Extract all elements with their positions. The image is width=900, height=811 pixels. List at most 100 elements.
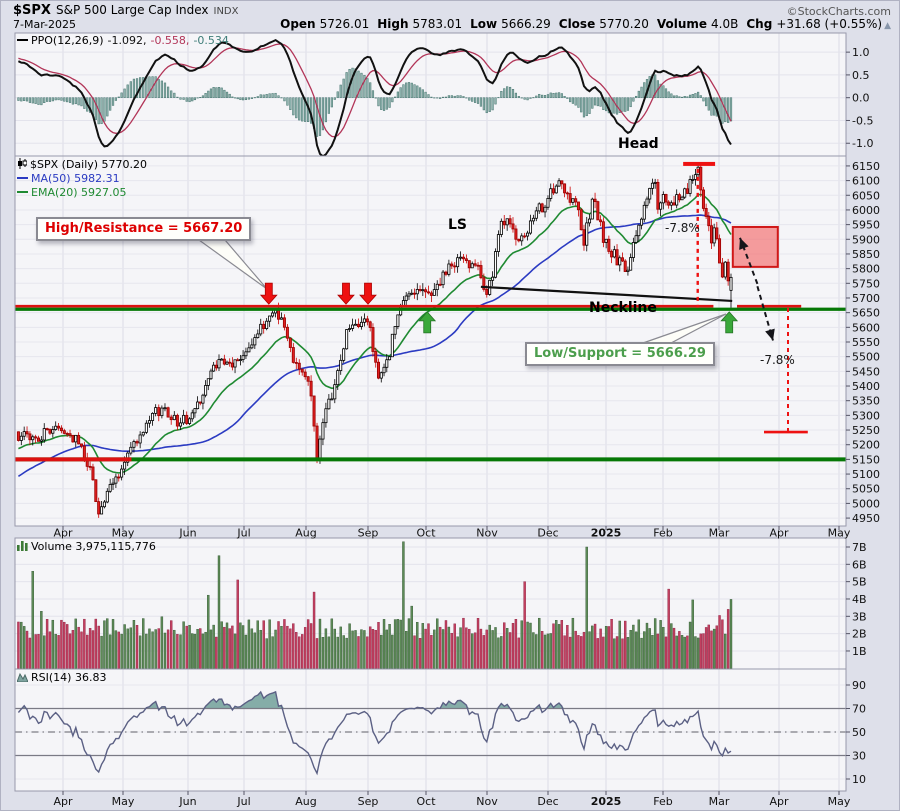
axis-label: 5400 bbox=[852, 380, 880, 393]
axis-label: 5B bbox=[852, 576, 867, 589]
month-label: May bbox=[828, 795, 851, 808]
rsi-legend: RSI(14) 36.83 bbox=[16, 671, 107, 685]
symbol-name: S&P 500 Large Cap Index bbox=[55, 3, 209, 17]
month-label: May bbox=[112, 795, 135, 808]
neckline-annotation: Neckline bbox=[589, 300, 657, 316]
exchange-tag: INDX bbox=[213, 6, 239, 17]
axis-label: 5600 bbox=[852, 321, 880, 334]
axis-label: 1B bbox=[852, 645, 867, 658]
axis-label: 5850 bbox=[852, 248, 880, 261]
month-label: Dec bbox=[537, 527, 558, 540]
month-label: Oct bbox=[416, 795, 436, 808]
axis-label: 2B bbox=[852, 628, 867, 641]
axis-label: 70 bbox=[852, 703, 866, 716]
chart-header: $SPX S&P 500 Large Cap Index INDX bbox=[13, 3, 238, 18]
month-label: Aug bbox=[295, 795, 316, 808]
axis-label: 30 bbox=[852, 750, 866, 763]
axis-label: 90 bbox=[852, 679, 866, 692]
ema20-legend: EMA(20) 5927.05 bbox=[17, 186, 127, 199]
ppo-legend: PPO(12,26,9) -1.092, -0.558, -0.534 bbox=[17, 34, 229, 47]
axis-label: 6B bbox=[852, 558, 867, 571]
axis-label: 50 bbox=[852, 726, 866, 739]
axis-label: 5350 bbox=[852, 395, 880, 408]
month-label: Mar bbox=[709, 795, 730, 808]
chart-date: 7-Mar-2025 bbox=[13, 18, 76, 31]
ma50-line-icon bbox=[17, 177, 28, 179]
axis-label: 0.5 bbox=[852, 69, 870, 82]
month-label: Nov bbox=[476, 795, 498, 808]
axis-label: 6150 bbox=[852, 160, 880, 173]
axis-label: 5050 bbox=[852, 483, 880, 496]
axis-label: 5750 bbox=[852, 277, 880, 290]
ma50-legend: MA(50) 5982.31 bbox=[17, 172, 120, 185]
rsi-legend-label: RSI(14) 36.83 bbox=[31, 671, 107, 684]
month-label: Jun bbox=[178, 795, 196, 808]
axis-label: 5300 bbox=[852, 409, 880, 422]
stockcharts-credit-link[interactable]: ©StockCharts.com bbox=[786, 5, 891, 18]
month-label: Apr bbox=[769, 527, 789, 540]
axis-label: 5100 bbox=[852, 468, 880, 481]
axis-label: 10 bbox=[852, 773, 866, 786]
volume-legend-label: Volume 3,975,115,776 bbox=[31, 540, 156, 553]
quote-bar: Open 5726.01 High 5783.01 Low 5666.29 Close 577… bbox=[272, 17, 891, 31]
month-label: Sep bbox=[358, 527, 379, 540]
axis-label: 5650 bbox=[852, 307, 880, 320]
axis-label: 7B bbox=[852, 541, 867, 554]
symbol: $SPX bbox=[13, 3, 51, 18]
price-legend-label: $SPX (Daily) 5770.20 bbox=[30, 158, 148, 171]
quote-label: Open bbox=[280, 17, 316, 31]
axis-label: 5150 bbox=[852, 453, 880, 466]
axis-label: 5950 bbox=[852, 219, 880, 232]
price-legend: $SPX (Daily) 5770.20 bbox=[17, 158, 147, 172]
quote-label: Chg bbox=[746, 17, 773, 31]
ppo-signal-value: -0.558, bbox=[150, 34, 190, 47]
ma50-legend-label: MA(50) 5982.31 bbox=[31, 172, 120, 185]
month-label: Dec bbox=[537, 795, 558, 808]
axis-label: 0.0 bbox=[852, 92, 870, 105]
candlestick-icon bbox=[17, 158, 28, 172]
drop-percent-label-1: -7.8% bbox=[665, 221, 700, 235]
left-shoulder-annotation: LS bbox=[448, 217, 468, 233]
month-label: Apr bbox=[53, 527, 73, 540]
ppo-legend-label: PPO(12,26,9) bbox=[31, 34, 104, 47]
rsi-area-icon bbox=[16, 672, 29, 685]
change-up-icon: ▲ bbox=[884, 21, 891, 31]
axis-label: 5000 bbox=[852, 497, 880, 510]
axis-label: 5450 bbox=[852, 365, 880, 378]
axis-label: 1.0 bbox=[852, 46, 870, 59]
axis-label: 5700 bbox=[852, 292, 880, 305]
month-label: Jul bbox=[236, 527, 250, 540]
quote-label: High bbox=[377, 17, 409, 31]
quote-value: 5783.01 bbox=[412, 17, 463, 31]
axis-label: 5500 bbox=[852, 351, 880, 364]
axis-label: 3B bbox=[852, 610, 867, 623]
month-label: Nov bbox=[476, 527, 498, 540]
month-label: 2025 bbox=[591, 527, 622, 540]
month-label: Jul bbox=[236, 795, 250, 808]
month-label: Sep bbox=[358, 795, 379, 808]
resistance-callout: High/Resistance = 5667.20 bbox=[36, 217, 252, 241]
month-label: Oct bbox=[416, 527, 436, 540]
quote-value: 4.0B bbox=[711, 17, 739, 31]
axis-label: 5200 bbox=[852, 439, 880, 452]
month-label: Mar bbox=[709, 527, 730, 540]
quote-label: Volume bbox=[656, 17, 708, 31]
month-label: May bbox=[112, 527, 135, 540]
quote-value: 5726.01 bbox=[319, 17, 370, 31]
volume-legend: Volume 3,975,115,776 bbox=[17, 540, 156, 554]
month-label: Apr bbox=[53, 795, 73, 808]
ppo-hist-value: -0.534 bbox=[193, 34, 229, 47]
axis-label: 5550 bbox=[852, 336, 880, 349]
month-label: Feb bbox=[653, 527, 672, 540]
volume-bars-icon bbox=[17, 541, 28, 554]
axis-label: -1.0 bbox=[852, 137, 873, 150]
head-annotation: Head bbox=[618, 136, 659, 152]
support-callout: Low/Support = 5666.29 bbox=[525, 342, 715, 366]
quote-value: 5666.29 bbox=[501, 17, 551, 31]
month-label: Aug bbox=[295, 527, 316, 540]
month-label: 2025 bbox=[591, 795, 622, 808]
month-label: Feb bbox=[653, 795, 672, 808]
axis-label: 4B bbox=[852, 593, 867, 606]
axis-label: 6000 bbox=[852, 204, 880, 217]
